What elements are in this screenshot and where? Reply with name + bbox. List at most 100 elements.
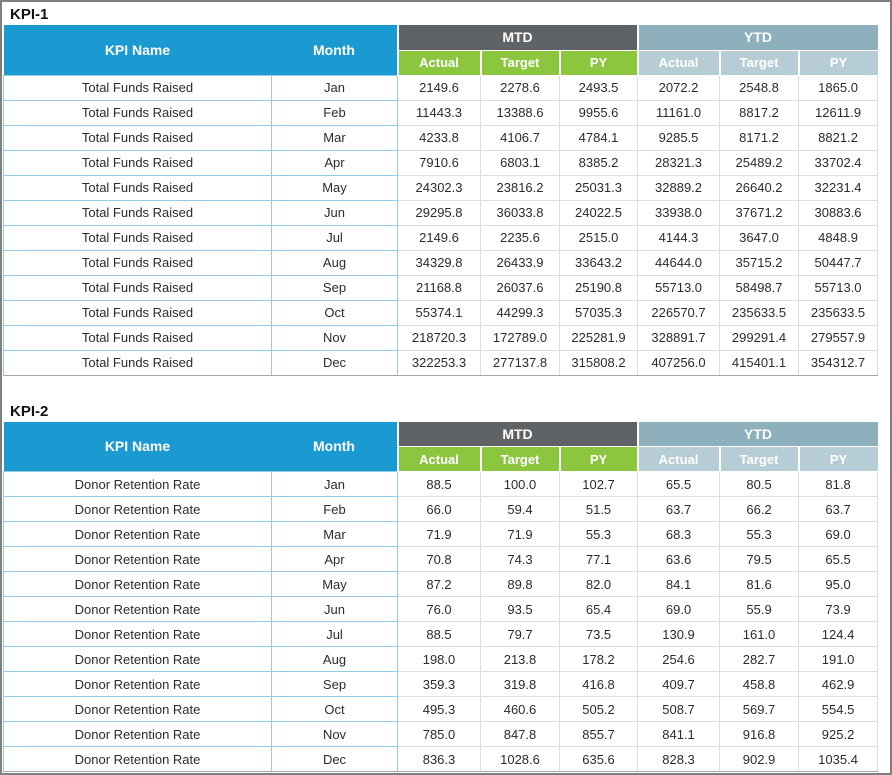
kpi-name-cell: Total Funds Raised [3, 274, 272, 301]
mtd-actual-header: Actual [396, 446, 481, 472]
kpi-2-table: KPI Name Month MTD YTD Actual Target PY … [3, 421, 879, 772]
ytd-py-header: PY [797, 446, 878, 472]
value-cell: 44299.3 [480, 299, 560, 326]
value-cell: 277137.8 [480, 349, 560, 376]
value-cell: 30883.6 [798, 199, 879, 226]
value-cell: 785.0 [397, 721, 481, 747]
ytd-actual-header: Actual [636, 50, 720, 76]
value-cell: 235633.5 [798, 299, 879, 326]
kpi-1-section-title: KPI-1 [10, 6, 49, 23]
table-row: Donor Retention Rate Jul 88.5 79.7 73.5 130.9… [3, 621, 879, 647]
table-row: Total Funds Raised Jan 2149.6 2278.6 2493.5 2… [3, 74, 879, 101]
value-cell: 84.1 [637, 571, 721, 597]
value-cell: 51.5 [558, 496, 639, 522]
value-cell: 55.3 [719, 521, 800, 547]
kpi-name-column-header: KPI Name [3, 421, 272, 472]
kpi-name-cell: Total Funds Raised [3, 324, 272, 351]
value-cell: 63.7 [637, 496, 721, 522]
table-row: Total Funds Raised Jul 2149.6 2235.6 2515.0 4… [3, 224, 879, 251]
kpi-name-cell: Donor Retention Rate [3, 546, 272, 572]
value-cell: 178.2 [558, 646, 639, 672]
ytd-target-header: Target [718, 50, 799, 76]
table-row: Donor Retention Rate Mar 71.9 71.9 55.3 68.3 5… [3, 521, 879, 547]
kpi-name-cell: Total Funds Raised [3, 349, 272, 376]
value-cell: 80.5 [719, 471, 800, 497]
value-cell: 79.7 [480, 621, 560, 647]
table-row: Total Funds Raised Oct 55374.1 44299.3 57035… [3, 299, 879, 326]
value-cell: 554.5 [798, 696, 879, 722]
value-cell: 508.7 [637, 696, 721, 722]
kpi-name-cell: Donor Retention Rate [3, 746, 272, 772]
value-cell: 9285.5 [637, 124, 721, 151]
value-cell: 24022.5 [558, 199, 639, 226]
table-row: Total Funds Raised Aug 34329.8 26433.9 33643… [3, 249, 879, 276]
value-cell: 81.8 [798, 471, 879, 497]
month-column-header: Month [271, 25, 398, 75]
table-row: Total Funds Raised Apr 7910.6 6803.1 8385.2 2… [3, 149, 879, 176]
month-cell: Sep [271, 274, 398, 301]
table-row: Donor Retention Rate Feb 66.0 59.4 51.5 63.7 6… [3, 496, 879, 522]
kpi-name-column-header: KPI Name [3, 25, 272, 75]
value-cell: 68.3 [637, 521, 721, 547]
value-cell: 9955.6 [558, 99, 639, 126]
table-row: Donor Retention Rate Oct 495.3 460.6 505.2 50… [3, 696, 879, 722]
kpi-name-cell: Donor Retention Rate [3, 696, 272, 722]
value-cell: 6803.1 [480, 149, 560, 176]
value-cell: 73.5 [558, 621, 639, 647]
value-cell: 855.7 [558, 721, 639, 747]
value-cell: 69.0 [798, 521, 879, 547]
value-cell: 87.2 [397, 571, 481, 597]
mtd-target-header: Target [479, 50, 560, 76]
value-cell: 4784.1 [558, 124, 639, 151]
value-cell: 69.0 [637, 596, 721, 622]
kpi-name-cell: Donor Retention Rate [3, 721, 272, 747]
value-cell: 11161.0 [637, 99, 721, 126]
value-cell: 3647.0 [719, 224, 800, 251]
value-cell: 282.7 [719, 646, 800, 672]
value-cell: 28321.3 [637, 149, 721, 176]
ytd-target-header: Target [718, 446, 799, 472]
table-row: Total Funds Raised Dec 322253.3 277137.8 315… [3, 349, 879, 376]
value-cell: 124.4 [798, 621, 879, 647]
value-cell: 26640.2 [719, 174, 800, 201]
value-cell: 407256.0 [637, 349, 721, 376]
value-cell: 2149.6 [397, 74, 481, 101]
value-cell: 161.0 [719, 621, 800, 647]
value-cell: 33938.0 [637, 199, 721, 226]
value-cell: 81.6 [719, 571, 800, 597]
value-cell: 33702.4 [798, 149, 879, 176]
value-cell: 409.7 [637, 671, 721, 697]
value-cell: 89.8 [480, 571, 560, 597]
mtd-group-header: MTD [396, 421, 638, 447]
value-cell: 462.9 [798, 671, 879, 697]
month-cell: Aug [271, 249, 398, 276]
kpi-name-cell: Total Funds Raised [3, 124, 272, 151]
table-row: Donor Retention Rate Apr 70.8 74.3 77.1 63.6 7… [3, 546, 879, 572]
value-cell: 354312.7 [798, 349, 879, 376]
month-column-header: Month [271, 421, 398, 472]
value-cell: 24302.3 [397, 174, 481, 201]
table-row: Total Funds Raised Mar 4233.8 4106.7 4784.1 9… [3, 124, 879, 151]
value-cell: 279557.9 [798, 324, 879, 351]
kpi-name-cell: Donor Retention Rate [3, 571, 272, 597]
month-cell: Jan [271, 74, 398, 101]
table-row: Total Funds Raised Feb 11443.3 13388.6 9955.… [3, 99, 879, 126]
value-cell: 23816.2 [480, 174, 560, 201]
value-cell: 2548.8 [719, 74, 800, 101]
value-cell: 902.9 [719, 746, 800, 772]
value-cell: 458.8 [719, 671, 800, 697]
value-cell: 2072.2 [637, 74, 721, 101]
month-cell: Sep [271, 671, 398, 697]
value-cell: 1035.4 [798, 746, 879, 772]
value-cell: 8817.2 [719, 99, 800, 126]
value-cell: 11443.3 [397, 99, 481, 126]
kpi-2-table-body: Donor Retention Rate Jan 88.5 100.0 102.7 65.… [3, 471, 879, 772]
table-row: Donor Retention Rate Jun 76.0 93.5 65.4 69.0 5… [3, 596, 879, 622]
value-cell: 4848.9 [798, 224, 879, 251]
month-cell: Mar [271, 124, 398, 151]
value-cell: 505.2 [558, 696, 639, 722]
table-row: Donor Retention Rate Aug 198.0 213.8 178.2 25… [3, 646, 879, 672]
value-cell: 2235.6 [480, 224, 560, 251]
mtd-py-header: PY [558, 50, 638, 76]
table-row: Donor Retention Rate Sep 359.3 319.8 416.8 40… [3, 671, 879, 697]
